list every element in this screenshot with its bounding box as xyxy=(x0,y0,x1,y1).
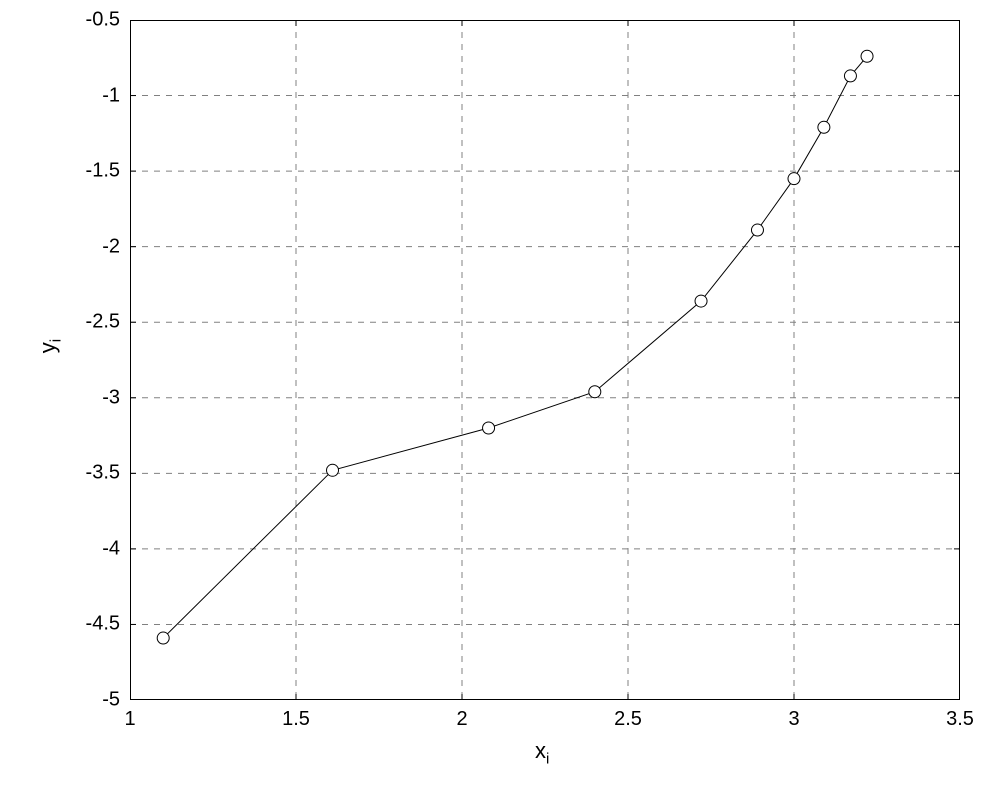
y-tick-label: -2.5 xyxy=(86,311,120,334)
y-tick-label: -4.5 xyxy=(86,613,120,636)
x-axis-label: xi xyxy=(535,738,549,767)
y-tick-label: -1 xyxy=(102,84,120,107)
x-tick-label: 1.5 xyxy=(282,708,310,731)
x-axis-label-main: x xyxy=(535,738,546,763)
y-tick-label: -2 xyxy=(102,235,120,258)
y-tick-label: -5 xyxy=(102,689,120,712)
x-tick-label: 2 xyxy=(456,708,467,731)
y-tick-label: -0.5 xyxy=(86,9,120,32)
x-tick-label: 1 xyxy=(124,708,135,731)
y-axis-label: yi xyxy=(35,339,64,353)
y-tick-label: -1.5 xyxy=(86,160,120,183)
x-tick-label: 3.5 xyxy=(946,708,974,731)
x-tick-label: 3 xyxy=(788,708,799,731)
y-tick-label: -4 xyxy=(102,537,120,560)
y-tick-label: -3.5 xyxy=(86,462,120,485)
x-tick-label: 2.5 xyxy=(614,708,642,731)
x-axis-label-sub: i xyxy=(546,750,549,767)
plot-area xyxy=(130,20,960,700)
figure: xi yi 11.522.533.5 -5-4.5-4-3.5-3-2.5-2-… xyxy=(0,0,1000,789)
y-axis-label-main: y xyxy=(35,342,60,353)
y-axis-label-sub: i xyxy=(47,339,64,342)
y-tick-label: -3 xyxy=(102,386,120,409)
